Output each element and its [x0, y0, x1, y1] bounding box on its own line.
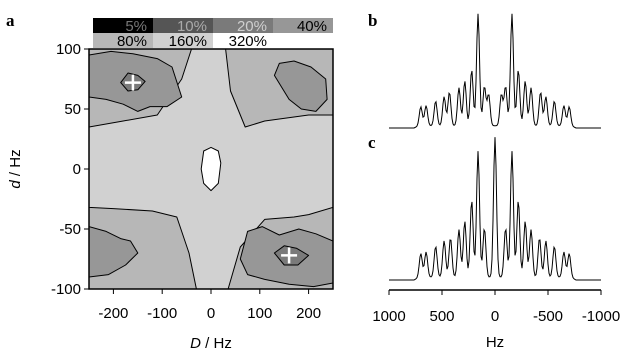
y-axis-label: d / Hz [7, 149, 24, 188]
panel-label-b: b [368, 11, 377, 30]
y-tick-label: 100 [56, 41, 81, 58]
x-axis-label: D / Hz [190, 335, 232, 352]
y-tick-label: 50 [64, 101, 81, 118]
contour-plot: -200 -100 0 100 200 -100 -50 0 50 100 D / Hz d /… [7, 41, 334, 352]
legend-swatch [153, 18, 213, 33]
legend-label: 20% [237, 18, 267, 35]
contour-region [200, 146, 222, 192]
legend-label: 40% [297, 18, 327, 35]
spectrum-x-tick-label: -1000 [582, 308, 620, 325]
spectrum-x-ticks: 1000 500 0 -500 -1000 [372, 290, 620, 325]
legend-swatch [273, 18, 333, 33]
contour-level-legend: 5% 10% 20% 40% 80% 160% 320% [93, 18, 333, 50]
x-tick-label: 0 [207, 305, 215, 322]
panel-label-a: a [6, 11, 15, 30]
contour-region [89, 226, 139, 278]
legend-label: 80% [117, 33, 147, 50]
y-axis-ticks: -100 -50 0 50 100 [51, 41, 89, 298]
legend-swatch [93, 18, 153, 33]
legend-swatch [93, 33, 153, 48]
minimum-markers [124, 74, 298, 264]
legend-swatch [213, 33, 273, 48]
spectrum-x-tick-label: 1000 [372, 308, 405, 325]
y-tick-label: 0 [73, 161, 81, 178]
y-tick-label: -50 [59, 221, 81, 238]
legend-label: 160% [169, 33, 207, 50]
spectrum-x-axis-label: Hz [486, 334, 504, 351]
legend-label: 5% [125, 18, 147, 35]
legend-label: 320% [229, 33, 267, 50]
spectrum-x-tick-label: 0 [491, 308, 499, 325]
legend-swatch [213, 18, 273, 33]
x-tick-label: -100 [147, 305, 177, 322]
y-tick-label: -100 [51, 281, 81, 298]
spectrum-c-line [389, 137, 601, 281]
spectrum-x-tick-label: -500 [533, 308, 563, 325]
panel-label-c: c [368, 133, 376, 152]
x-tick-label: 100 [247, 305, 272, 322]
x-tick-label: -200 [98, 305, 128, 322]
contour-region [273, 60, 328, 112]
spectrum-b-line [389, 13, 601, 129]
legend-swatch [153, 33, 213, 48]
legend-label: 10% [177, 18, 207, 35]
contour-regions [89, 49, 333, 289]
x-tick-label: 200 [296, 305, 321, 322]
x-axis-ticks: -200 -100 0 100 200 [98, 289, 321, 322]
spectrum-x-tick-label: 500 [429, 308, 454, 325]
